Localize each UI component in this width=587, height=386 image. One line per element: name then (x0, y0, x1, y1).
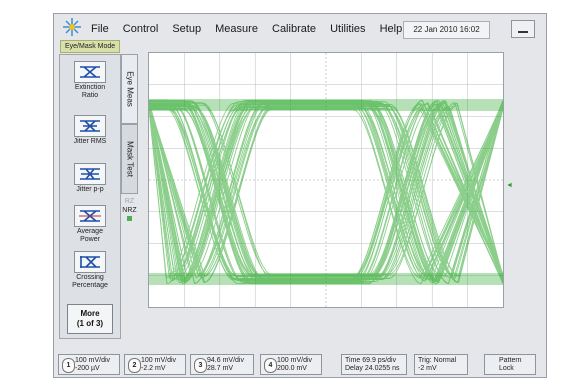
eye-trace (149, 106, 503, 282)
channel-bar: 1 100 mV/div -200 µV 2 100 mV/div -2.2 m… (54, 354, 546, 378)
eye-trace (149, 100, 503, 284)
nrz-indicator-icon (127, 216, 132, 221)
eye-trace (149, 108, 503, 282)
eye-high-rail (149, 99, 503, 111)
menu-measure[interactable]: Measure (215, 23, 258, 35)
eye-trace (149, 104, 503, 282)
signal-format-selector[interactable]: RZ NRZ (121, 197, 138, 257)
timebase-delay: Delay 24.0255 ns (345, 365, 400, 372)
jitter-rms-label: Jitter RMS (73, 138, 107, 145)
eye-trace (149, 109, 503, 284)
channel-1-scale: 100 mV/div (75, 357, 111, 364)
menu-help[interactable]: Help (379, 23, 403, 35)
timebase-button[interactable]: Time 69.9 ps/div Delay 24.0255 ns (341, 354, 407, 375)
crossing-percentage-button[interactable]: Crossing Percentage (67, 251, 113, 290)
eye-trace (149, 101, 503, 282)
channel-1-offset: -200 µV (75, 365, 100, 372)
minimize-button[interactable] (511, 20, 535, 38)
crossing-percentage-label: Crossing Percentage (72, 274, 108, 289)
extinction-ratio-label: Extinction Ratio (74, 84, 106, 99)
channel-4-scale: 100 mV/div (277, 357, 313, 364)
app-logo-icon (63, 18, 81, 36)
channel-3-button[interactable]: 3 94.6 mV/div 28.7 mV (190, 354, 254, 375)
trigger-mode: Trig: Normal (418, 357, 457, 364)
channel-1-number: 1 (62, 358, 75, 373)
menu-file[interactable]: File (91, 23, 109, 35)
tab-eye-meas-label: Eye Meas (125, 71, 134, 107)
menu-control[interactable]: Control (122, 23, 159, 35)
channel-2-number: 2 (128, 358, 141, 373)
channel-2-scale: 100 mV/div (141, 357, 177, 364)
eye-trace (149, 100, 503, 285)
channel-4-number: 4 (264, 358, 277, 373)
more-label: More (80, 309, 100, 318)
average-power-icon (74, 205, 106, 227)
jitter-pp-label: Jitter p-p (76, 186, 104, 193)
more-page-label: (1 of 3) (76, 319, 104, 328)
measurement-panel: Extinction Ratio Jitter RMS Jitter p-p A… (59, 54, 121, 339)
channel-4-button[interactable]: 4 100 mV/div 200.0 mV (260, 354, 322, 375)
trigger-level: -2 mV (418, 365, 437, 372)
scope-screen: File Control Setup Measure Calibrate Uti… (53, 13, 547, 378)
channel-3-offset: 28.7 mV (207, 365, 234, 372)
channel-3-number: 3 (194, 358, 207, 373)
menu-utilities[interactable]: Utilities (330, 23, 366, 35)
eye-trace (149, 101, 503, 277)
eye-diagram-plot (149, 53, 503, 307)
eye-trace-group (149, 99, 503, 285)
pattern-lock-line2: Lock (499, 365, 514, 372)
crossing-percentage-icon (74, 251, 106, 273)
datetime-display: 22 Jan 2010 16:02 (403, 21, 490, 39)
eye-trace (149, 108, 503, 284)
pattern-lock-button[interactable]: Pattern Lock (484, 354, 536, 375)
channel-2-offset: -2.2 mV (141, 365, 166, 372)
trigger-level-marker: ◄ (506, 182, 513, 189)
extinction-ratio-button[interactable]: Extinction Ratio (67, 61, 113, 100)
timebase-scale: Time 69.9 ps/div (345, 357, 397, 364)
menu-bar: File Control Setup Measure Calibrate Uti… (54, 14, 546, 41)
tab-mask-test[interactable]: Mask Test (121, 124, 138, 194)
average-power-button[interactable]: Average Power (67, 205, 113, 244)
menu-items: File Control Setup Measure Calibrate Uti… (91, 23, 413, 35)
average-power-label: Average Power (77, 228, 103, 243)
rz-option[interactable]: RZ (124, 198, 135, 205)
tab-eye-meas[interactable]: Eye Meas (121, 54, 138, 124)
channel-1-button[interactable]: 1 100 mV/div -200 µV (58, 354, 120, 375)
trigger-button[interactable]: Trig: Normal -2 mV (414, 354, 468, 375)
eye-diagram-display[interactable] (148, 52, 504, 308)
channel-3-scale: 94.6 mV/div (207, 357, 244, 364)
eye-trace (149, 100, 503, 279)
jitter-pp-button[interactable]: Jitter p-p (67, 163, 113, 194)
more-measurements-button[interactable]: More (1 of 3) (67, 304, 113, 334)
channel-4-offset: 200.0 mV (277, 365, 307, 372)
eye-trace (149, 103, 503, 280)
jitter-rms-button[interactable]: Jitter RMS (67, 115, 113, 146)
jitter-rms-icon (74, 115, 106, 137)
eye-trace (149, 104, 503, 280)
menu-setup[interactable]: Setup (172, 23, 202, 35)
channel-2-button[interactable]: 2 100 mV/div -2.2 mV (124, 354, 186, 375)
menu-calibrate[interactable]: Calibrate (272, 23, 317, 35)
jitter-pp-icon (74, 163, 106, 185)
extinction-ratio-icon (74, 61, 106, 83)
pattern-lock-line1: Pattern (499, 357, 522, 364)
eye-trace (149, 102, 503, 283)
eye-trace (149, 106, 503, 276)
eye-low-rail (149, 273, 503, 285)
eye-trace (149, 102, 503, 275)
tab-mask-test-label: Mask Test (125, 141, 134, 177)
nrz-option[interactable]: NRZ (122, 207, 137, 214)
mode-label: Eye/Mask Mode (60, 40, 121, 53)
